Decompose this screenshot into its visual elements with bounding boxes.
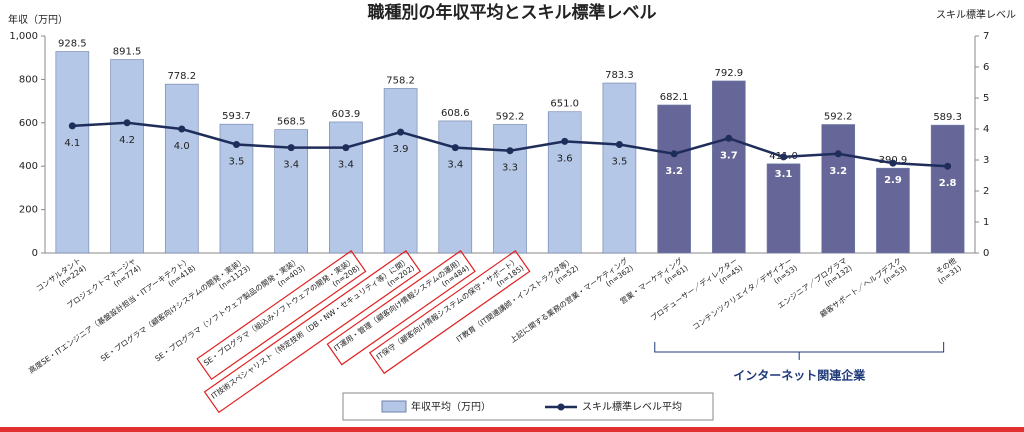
legend-swatch [381, 400, 407, 413]
line-value-label: 3.1 [775, 169, 793, 180]
x-tick-label: プロデューサー／ディレクター [648, 255, 739, 323]
line-value-label: 2.8 [939, 178, 957, 189]
category-label: コンテンツクリエイタ／デザイナー(n=53) [690, 255, 799, 332]
y-tick-label: 400 [19, 161, 38, 172]
y-axis-label: 年収（万円） [8, 13, 68, 26]
legend-label: スキル標準レベル平均 [582, 400, 682, 413]
line-value-label: 3.2 [665, 166, 683, 177]
legend-label: 年収平均（万円） [411, 400, 491, 413]
line-point [178, 125, 186, 133]
bar-value-label: 608.6 [441, 108, 470, 119]
bar-value-label: 589.3 [933, 112, 962, 123]
line-point [342, 144, 350, 152]
bar [110, 59, 144, 254]
line-value-label: 3.4 [283, 160, 299, 171]
chart-title: 職種別の年収平均とスキル標準レベル [368, 2, 657, 23]
line-point [506, 147, 514, 155]
bar [821, 124, 856, 254]
bar-value-label: 593.7 [222, 111, 251, 122]
line-value-label: 4.1 [64, 138, 80, 149]
line-value-label: 3.3 [502, 163, 518, 174]
bar-value-label: 603.9 [332, 109, 361, 120]
bar-value-label: 783.3 [605, 70, 634, 81]
bar-value-label: 891.5 [113, 47, 142, 58]
group-bracket [654, 342, 945, 360]
y2-tick-label: 4 [983, 124, 989, 135]
bar [164, 83, 199, 254]
category-label: プロデューサー／ディレクター(n=45) [648, 255, 744, 323]
line-value-label: 4.2 [119, 135, 135, 146]
y-tick-label: 1,000 [9, 31, 38, 42]
bar [55, 51, 90, 254]
line-point [615, 141, 623, 148]
line-point [561, 137, 569, 145]
bar [438, 120, 473, 254]
line-value-label: 3.4 [447, 160, 463, 171]
bar-value-label: 758.2 [386, 75, 415, 86]
y2-tick-label: 6 [983, 62, 989, 73]
line-point [780, 153, 788, 161]
y-tick-label: 800 [19, 74, 38, 85]
highlight-box [203, 250, 422, 414]
bar [657, 104, 691, 254]
bar-value-label: 592.2 [496, 111, 525, 122]
highlight-box [368, 250, 531, 375]
line-value-label: 4.0 [174, 141, 190, 152]
bar-value-label: 651.0 [550, 99, 579, 110]
line-point [834, 150, 842, 158]
highlight-box [326, 250, 476, 366]
bar [602, 82, 637, 254]
x-tick-label: コンテンツクリエイタ／デザイナー [690, 255, 794, 332]
line-value-label: 3.5 [229, 157, 245, 168]
y2-tick-label: 1 [983, 217, 989, 228]
bar-value-label: 778.2 [167, 71, 196, 82]
legend-marker [557, 403, 565, 411]
group-label: インターネット関連企業 [733, 368, 866, 383]
y2-tick-label: 7 [983, 31, 989, 42]
bar-value-label: 592.2 [824, 111, 853, 122]
bottom-stripe [0, 427, 1024, 432]
bar [766, 163, 801, 254]
y2-tick-label: 0 [983, 248, 989, 259]
bar-value-label: 568.5 [277, 117, 306, 128]
bar [712, 80, 746, 254]
y2-tick-label: 3 [983, 155, 989, 166]
line-value-label: 3.7 [720, 150, 738, 161]
line-value-label: 3.5 [611, 157, 627, 168]
highlight-box [196, 250, 367, 381]
line-point [232, 141, 240, 148]
line-point [889, 159, 897, 167]
line-point [123, 119, 131, 127]
category-label: その他(n=31) [934, 255, 963, 286]
bar-value-label: 928.5 [58, 39, 87, 50]
line-point [725, 134, 733, 142]
line-point [944, 162, 952, 170]
y-tick-label: 200 [19, 205, 38, 216]
bar [329, 121, 363, 254]
line-point [670, 150, 678, 158]
y2-tick-label: 5 [983, 93, 989, 104]
bar [383, 88, 418, 254]
line-value-label: 3.9 [393, 144, 409, 155]
bar [876, 167, 910, 254]
bar [493, 124, 527, 254]
y-tick-label: 600 [19, 118, 38, 129]
bar [930, 124, 965, 254]
line-value-label: 3.6 [557, 153, 573, 164]
line-value-label: 3.4 [338, 160, 354, 171]
bar [547, 111, 582, 254]
bar-value-label: 792.9 [715, 68, 744, 79]
y2-axis-label: スキル標準レベル [936, 8, 1016, 21]
line-point [68, 122, 76, 130]
y-tick-label: 0 [32, 248, 38, 259]
bar-value-label: 682.1 [660, 92, 689, 103]
line-value-label: 3.2 [829, 166, 847, 177]
line-point [287, 144, 295, 152]
line-point [397, 128, 405, 136]
line-value-label: 2.9 [884, 175, 902, 186]
y2-tick-label: 2 [983, 186, 989, 197]
line-point [451, 144, 459, 152]
